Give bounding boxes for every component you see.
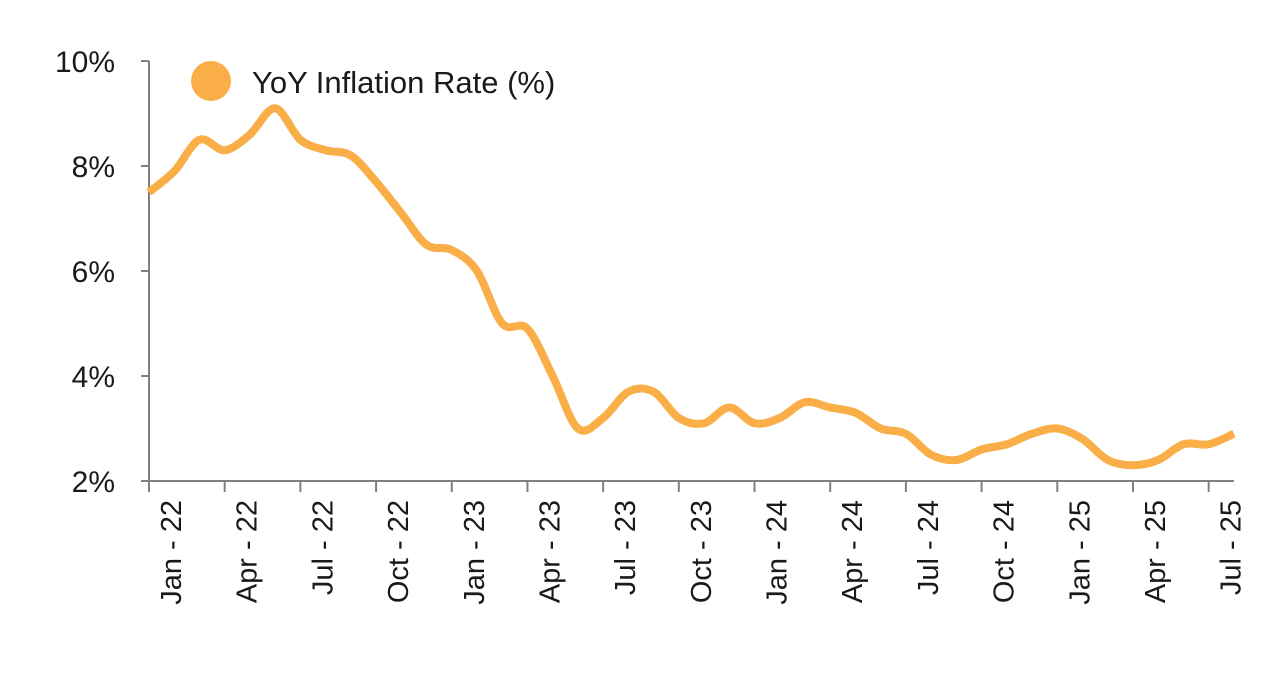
x-axis: Jan - 22 Apr - 22 Jul - 22 Oct - 22 Jan - 23… xyxy=(148,480,1248,605)
x-tick-label: Oct - 23 xyxy=(686,500,718,603)
series-layer xyxy=(146,104,1236,470)
y-tick-label: 8% xyxy=(72,151,115,184)
series-line xyxy=(146,104,1236,470)
y-tick-label: 4% xyxy=(72,361,115,394)
y-tick-label: 2% xyxy=(72,466,115,499)
y-tick-label: 10% xyxy=(55,46,115,79)
x-tick-label: Jul - 25 xyxy=(1216,500,1248,595)
x-tick-label: Jul - 22 xyxy=(307,500,339,595)
x-tick-label: Jul - 23 xyxy=(610,500,642,595)
x-tick-label: Apr - 22 xyxy=(232,500,264,603)
x-tick-label: Jul - 24 xyxy=(913,500,945,595)
y-axis: 2% 4% 6% 8% 10% xyxy=(55,46,150,499)
x-tick-label: Apr - 23 xyxy=(534,500,566,603)
x-tick-label: Jan - 25 xyxy=(1064,500,1096,605)
x-tick-label: Jan - 24 xyxy=(762,500,794,605)
legend-marker-icon xyxy=(191,61,231,101)
x-tick-label: Oct - 22 xyxy=(383,500,415,603)
x-tick-label: Apr - 24 xyxy=(837,500,869,603)
x-tick-label: Apr - 25 xyxy=(1140,500,1172,603)
legend-label: YoY Inflation Rate (%) xyxy=(252,65,555,100)
x-tick-label: Jan - 23 xyxy=(459,500,491,605)
legend: YoY Inflation Rate (%) xyxy=(191,61,555,101)
y-tick-label: 6% xyxy=(72,256,115,289)
x-tick-label: Oct - 24 xyxy=(989,500,1021,603)
x-tick-label: Jan - 22 xyxy=(156,500,188,605)
